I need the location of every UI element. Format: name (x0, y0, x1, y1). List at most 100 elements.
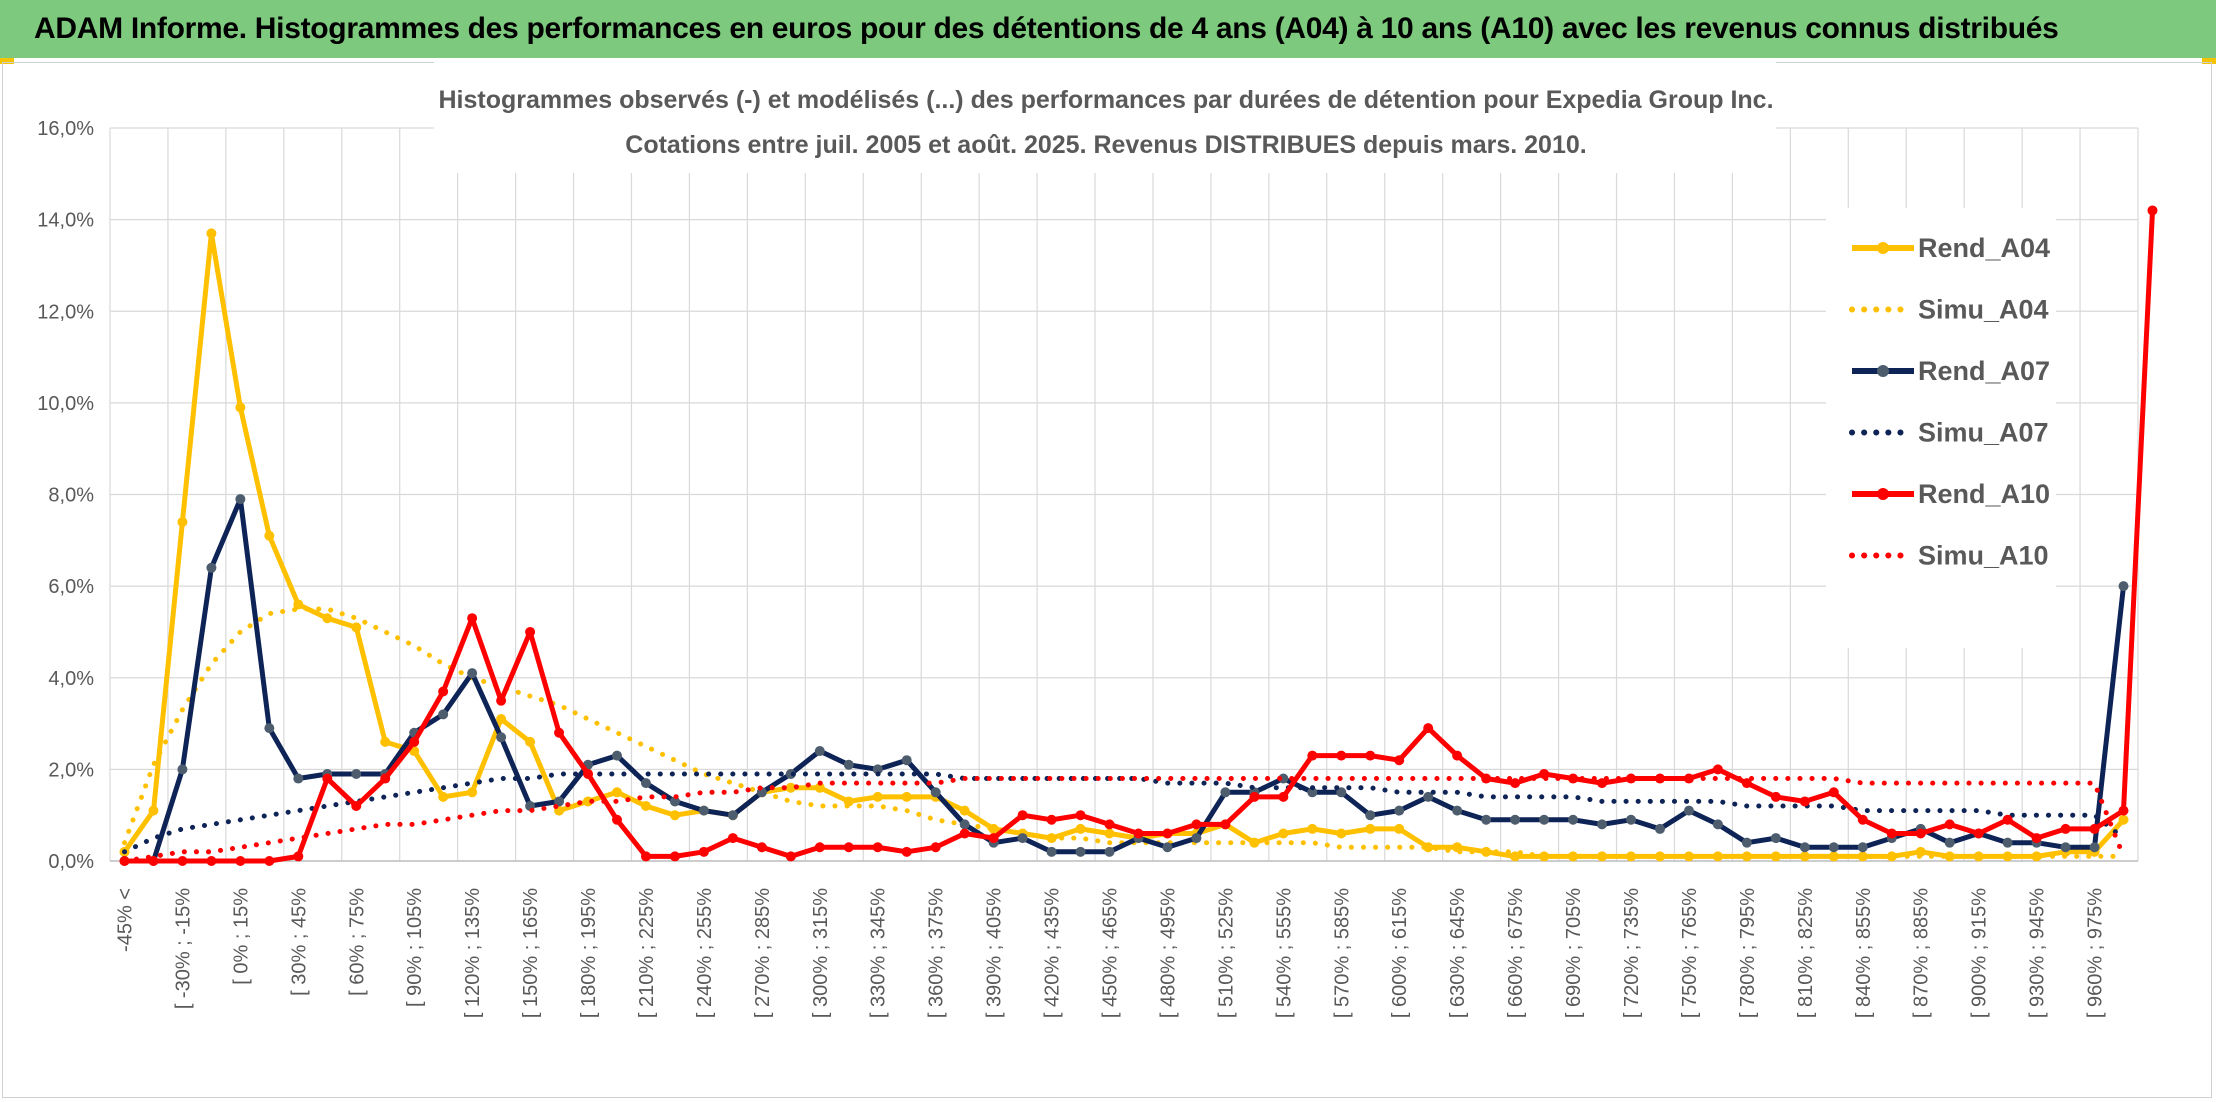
data-point-rend-a04 (1278, 828, 1289, 839)
data-point-rend-a07 (1046, 846, 1057, 857)
x-tick-label: [ 930% ; 945% (2027, 888, 2049, 1018)
data-point-rend-a04 (1712, 851, 1723, 862)
data-point-rend-a07 (235, 494, 246, 505)
data-point-rend-a10 (2147, 205, 2158, 216)
data-point-rend-a10 (583, 768, 594, 779)
legend-label-simu-a10: Simu_A10 (1918, 541, 2049, 571)
data-point-rend-a07 (669, 796, 680, 807)
data-point-rend-a10 (2118, 805, 2129, 816)
data-point-rend-a10 (1307, 750, 1318, 761)
data-point-rend-a10 (206, 856, 217, 866)
corner-accent-right (2202, 58, 2216, 64)
x-tick-label: [ 60% ; 75% (346, 888, 368, 996)
x-tick-label: [ 420% ; 435% (1042, 888, 1064, 1018)
data-point-rend-a04 (496, 713, 507, 724)
data-point-rend-a07 (1683, 805, 1694, 816)
data-point-rend-a07 (727, 810, 738, 821)
data-point-rend-a07 (1568, 814, 1579, 825)
data-point-rend-a07 (293, 773, 304, 784)
data-point-rend-a07 (1452, 805, 1463, 816)
data-point-rend-a04 (1857, 851, 1868, 862)
data-point-rend-a04 (1423, 842, 1434, 853)
data-point-rend-a07 (1191, 833, 1202, 844)
legend-label-simu-a04: Simu_A04 (1918, 295, 2049, 325)
data-point-rend-a07 (1394, 805, 1405, 816)
x-tick-label: [ 30% ; 45% (288, 888, 310, 996)
data-point-rend-a04 (1510, 851, 1521, 862)
chart-title-line-1: Histogrammes observés (-) et modélisés (… (438, 86, 1773, 114)
y-tick-label: 10,0% (37, 393, 94, 415)
x-tick-label: [ 540% ; 555% (1273, 888, 1295, 1018)
data-point-rend-a10 (1075, 810, 1086, 821)
data-point-rend-a07 (1075, 846, 1086, 857)
x-tick-label: [ 510% ; 525% (1215, 888, 1237, 1018)
data-point-rend-a10 (1104, 819, 1115, 830)
data-point-rend-a04 (785, 782, 796, 793)
data-point-rend-a10 (293, 851, 304, 862)
legend-background (1826, 208, 2056, 648)
data-point-rend-a07 (554, 796, 565, 807)
y-tick-label: 12,0% (37, 301, 94, 323)
series-layer (119, 205, 2158, 866)
legend-label-simu-a07: Simu_A07 (1918, 418, 2049, 448)
data-point-rend-a10 (1452, 750, 1463, 761)
data-point-rend-a04 (959, 805, 970, 816)
data-point-rend-a07 (1365, 810, 1376, 821)
data-point-rend-a10 (1799, 796, 1810, 807)
series-line-rend-a07 (124, 496, 2126, 864)
y-axis-ticks: 0,0% 2,0% 4,0% 6,0% 8,0% 10,0% 12,0% 14,0% 16,0% (37, 118, 94, 873)
data-point-rend-a10 (1162, 828, 1173, 839)
data-point-rend-a07 (814, 746, 825, 757)
data-point-rend-a10 (1220, 819, 1231, 830)
data-point-rend-a10 (1973, 828, 1984, 839)
data-point-rend-a10 (467, 613, 478, 624)
data-point-rend-a07 (640, 778, 651, 789)
data-point-rend-a07 (2060, 842, 2071, 853)
data-point-rend-a04 (264, 530, 275, 541)
data-point-rend-a04 (1654, 851, 1665, 862)
data-point-rend-a07 (1770, 833, 1781, 844)
data-point-rend-a10 (1886, 828, 1897, 839)
data-point-rend-a07 (1220, 787, 1231, 798)
x-tick-label: [ 90% ; 105% (404, 888, 426, 1007)
header-bar: ADAM Informe. Histogrammes des performan… (0, 0, 2216, 64)
data-point-rend-a07 (1162, 842, 1173, 853)
data-point-rend-a10 (901, 846, 912, 857)
data-point-rend-a04 (206, 228, 217, 239)
data-point-rend-a10 (2089, 823, 2100, 834)
data-point-rend-a07 (2002, 837, 2013, 848)
data-point-rend-a04 (1741, 851, 1752, 862)
x-tick-label: [ 330% ; 345% (868, 888, 890, 1018)
y-tick-label: 14,0% (37, 210, 94, 232)
corner-accent-left (0, 58, 14, 64)
data-point-rend-a10 (1712, 764, 1723, 775)
data-point-rend-a04 (901, 791, 912, 802)
data-point-rend-a10 (1857, 814, 1868, 825)
x-tick-label: [ 360% ; 375% (926, 888, 948, 1018)
data-point-rend-a10 (322, 773, 333, 784)
data-point-rend-a10 (1510, 778, 1521, 789)
x-axis-ticks: -45% < [ -30% ; -15% [ 0% ; 15% [ 30% ; 45%… (114, 888, 2106, 1018)
page-title: ADAM Informe. Histogrammes des performan… (34, 12, 2059, 45)
data-point-rend-a07 (1654, 823, 1665, 834)
data-point-rend-a07 (264, 723, 275, 734)
x-tick-label: [ 120% ; 135% (462, 888, 484, 1018)
data-point-rend-a10 (872, 842, 883, 853)
data-point-rend-a07 (1423, 791, 1434, 802)
data-point-rend-a10 (1017, 810, 1028, 821)
data-point-rend-a04 (2118, 814, 2129, 825)
data-point-rend-a10 (1046, 814, 1057, 825)
data-point-rend-a10 (756, 842, 767, 853)
data-point-rend-a07 (2118, 581, 2129, 592)
data-point-rend-a07 (1799, 842, 1810, 853)
data-point-rend-a07 (1104, 846, 1115, 857)
data-point-rend-a10 (1394, 755, 1405, 766)
data-point-rend-a10 (814, 842, 825, 853)
data-point-rend-a04 (351, 622, 362, 633)
data-point-rend-a10 (2060, 823, 2071, 834)
data-point-rend-a07 (1828, 842, 1839, 853)
data-point-rend-a04 (2031, 851, 2042, 862)
x-tick-label: [ -30% ; -15% (172, 888, 194, 1009)
data-point-rend-a10 (785, 851, 796, 862)
data-point-rend-a04 (322, 613, 333, 624)
